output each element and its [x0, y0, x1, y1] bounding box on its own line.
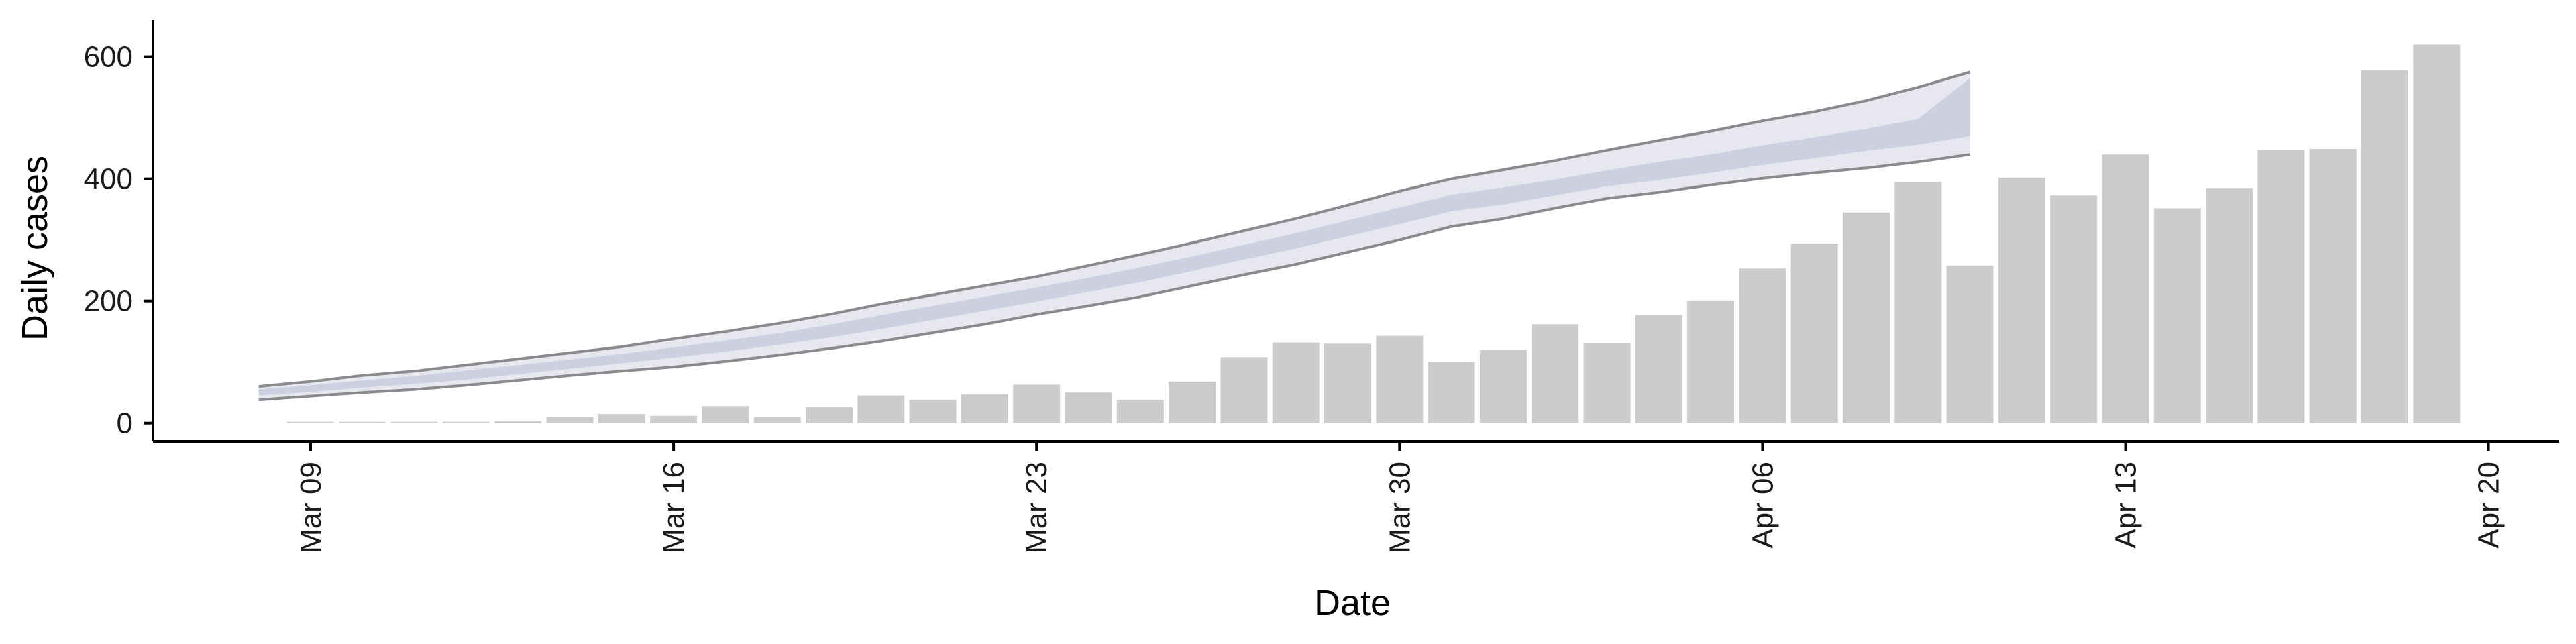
- bar-2020-03-27: [1220, 357, 1268, 423]
- x-tick-label: Apr 20: [2473, 462, 2506, 549]
- bar-2020-04-06: [1739, 268, 1786, 423]
- bar-2020-04-12: [2050, 195, 2098, 423]
- bar-2020-04-05: [1687, 300, 1735, 423]
- bar-2020-04-15: [2206, 188, 2253, 423]
- bar-2020-03-17: [702, 406, 749, 423]
- bar-2020-03-11: [390, 421, 438, 423]
- bar-2020-04-18: [2361, 70, 2408, 423]
- bar-2020-03-20: [857, 395, 905, 423]
- bar-2020-03-13: [494, 421, 542, 423]
- axes-layer: [152, 20, 2559, 443]
- bar-2020-03-16: [650, 415, 698, 423]
- x-tick-label: Mar 23: [1020, 462, 1053, 553]
- bar-2020-04-09: [1894, 182, 1942, 423]
- forecast-lower-line: [258, 153, 1970, 402]
- bar-2020-03-14: [546, 417, 594, 423]
- x-ticks: Mar 09 Mar 16 Mar 23 Mar 30 Apr 06 Apr 13 Apr …: [294, 441, 2506, 553]
- y-axis-title: Daily cases: [15, 156, 55, 341]
- bar-2020-03-19: [806, 407, 853, 423]
- bar-2020-03-26: [1169, 381, 1216, 423]
- y-tick-label: 200: [84, 285, 133, 318]
- bar-2020-03-09: [287, 421, 334, 423]
- bar-2020-03-30: [1376, 335, 1424, 423]
- bar-2020-04-02: [1532, 324, 1579, 423]
- bar-2020-03-12: [442, 421, 490, 423]
- y-ticks: 0 200 400 600: [84, 41, 153, 440]
- bar-2020-04-03: [1583, 343, 1631, 423]
- bar-2020-04-19: [2413, 44, 2461, 423]
- bar-2020-04-10: [1946, 265, 1994, 423]
- bar-layer: [287, 44, 2461, 423]
- x-tick-label: Mar 30: [1383, 462, 1416, 553]
- x-axis-title: Date: [1314, 583, 1391, 623]
- bar-2020-03-25: [1116, 400, 1164, 423]
- bar-2020-03-31: [1428, 362, 1475, 423]
- bar-2020-03-23: [1013, 384, 1061, 423]
- bar-2020-03-18: [753, 417, 801, 423]
- y-tick-label: 0: [117, 407, 133, 440]
- bar-2020-03-22: [961, 394, 1008, 423]
- bar-2020-04-11: [1998, 177, 2045, 423]
- bar-2020-04-17: [2309, 149, 2357, 423]
- bar-2020-04-08: [1843, 212, 1890, 423]
- bar-2020-04-13: [2102, 154, 2149, 423]
- bar-2020-04-07: [1790, 244, 1838, 423]
- y-tick-label: 600: [84, 41, 133, 74]
- x-tick-label: Mar 16: [657, 462, 690, 553]
- bar-2020-04-14: [2153, 208, 2201, 423]
- forecast-upper-line: [258, 70, 1971, 388]
- bar-2020-03-28: [1272, 342, 1320, 423]
- bar-2020-03-29: [1324, 343, 1371, 423]
- bar-2020-04-01: [1479, 350, 1527, 423]
- x-tick-label: Mar 09: [294, 462, 327, 553]
- bar-2020-04-04: [1635, 315, 1682, 423]
- bar-2020-04-16: [2257, 150, 2305, 423]
- x-tick-label: Apr 13: [2110, 462, 2143, 549]
- bar-2020-03-15: [598, 414, 645, 423]
- y-tick-label: 400: [84, 163, 133, 196]
- forecast-band-layer: [258, 70, 1971, 402]
- bar-2020-03-24: [1065, 392, 1112, 423]
- x-tick-label: Apr 06: [1746, 462, 1779, 549]
- bar-2020-03-10: [339, 421, 386, 423]
- bar-2020-03-21: [909, 400, 957, 423]
